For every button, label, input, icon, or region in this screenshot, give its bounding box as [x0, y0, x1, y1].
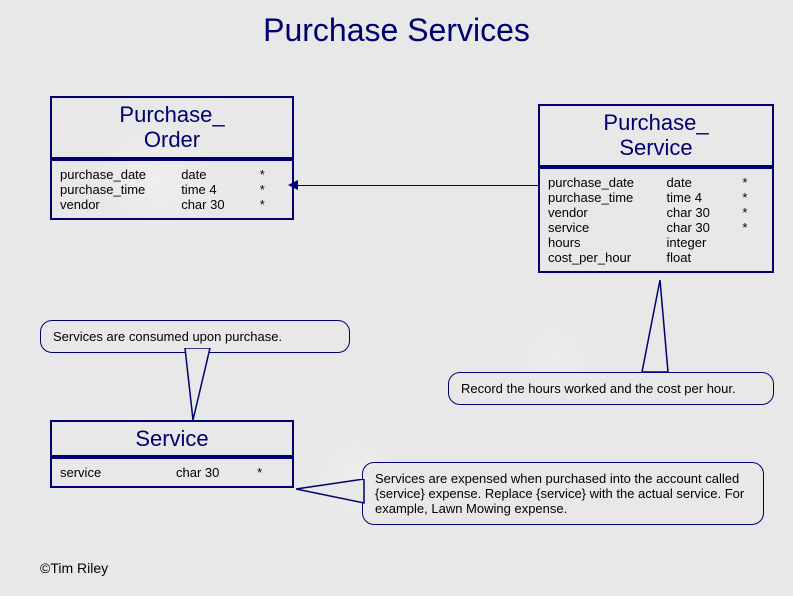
field-type: time 4	[667, 190, 727, 205]
field-name: purchase_date	[548, 175, 651, 190]
field-name: service	[60, 465, 160, 480]
entity-header-purchase-order: Purchase_ Order	[52, 98, 292, 159]
field-key: *	[257, 465, 284, 480]
field-type: date	[667, 175, 727, 190]
copyright-text: ©Tim Riley	[40, 560, 108, 576]
field-name: hours	[548, 235, 651, 250]
callout-text: Record the hours worked and the cost per…	[461, 381, 736, 396]
callout-tail-icon	[630, 280, 680, 374]
field-key: *	[260, 197, 284, 212]
field-key: *	[260, 182, 284, 197]
field-key: *	[742, 205, 764, 220]
page-title: Purchase Services	[0, 12, 793, 49]
entity-service: Service	[50, 420, 294, 459]
entity-header-line2: Order	[144, 127, 200, 152]
entity-header-line2: Service	[619, 135, 692, 160]
field-key: *	[260, 167, 284, 182]
entity-header-line1: Service	[135, 426, 208, 451]
callout-record: Record the hours worked and the cost per…	[448, 372, 774, 405]
field-type: date	[181, 167, 244, 182]
field-name: purchase_time	[548, 190, 651, 205]
callout-text: Services are expensed when purchased int…	[375, 471, 744, 516]
entity-body-purchase-service: purchase_date date * purchase_time time …	[538, 167, 774, 273]
field-type: char 30	[667, 205, 727, 220]
field-type: char 30	[181, 197, 244, 212]
field-type: time 4	[181, 182, 244, 197]
field-key: *	[742, 220, 764, 235]
field-name: cost_per_hour	[548, 250, 651, 265]
field-name: vendor	[60, 197, 165, 212]
arrowhead-icon	[288, 180, 298, 190]
field-type: char 30	[176, 465, 241, 480]
field-name: vendor	[548, 205, 651, 220]
callout-tail-icon	[296, 479, 366, 515]
field-key	[742, 235, 764, 250]
field-key: *	[742, 190, 764, 205]
entity-purchase-service: Purchase_ Service	[538, 104, 774, 169]
field-type: char 30	[667, 220, 727, 235]
callout-tail-icon	[175, 348, 225, 423]
entity-body-purchase-order: purchase_date date * purchase_time time …	[50, 159, 294, 220]
field-name: purchase_date	[60, 167, 165, 182]
field-key: *	[742, 175, 764, 190]
field-key	[742, 250, 764, 265]
field-name: service	[548, 220, 651, 235]
entity-header-line1: Purchase_	[119, 102, 224, 127]
entity-header-line1: Purchase_	[603, 110, 708, 135]
entity-purchase-order: Purchase_ Order	[50, 96, 294, 161]
entity-header-service: Service	[52, 422, 292, 457]
field-name: purchase_time	[60, 182, 165, 197]
entity-header-purchase-service: Purchase_ Service	[540, 106, 772, 167]
field-type: float	[667, 250, 727, 265]
callout-text: Services are consumed upon purchase.	[53, 329, 282, 344]
entity-body-service: service char 30 *	[50, 457, 294, 488]
callout-expensed: Services are expensed when purchased int…	[362, 462, 764, 525]
field-type: integer	[667, 235, 727, 250]
relationship-arrow	[294, 185, 538, 186]
